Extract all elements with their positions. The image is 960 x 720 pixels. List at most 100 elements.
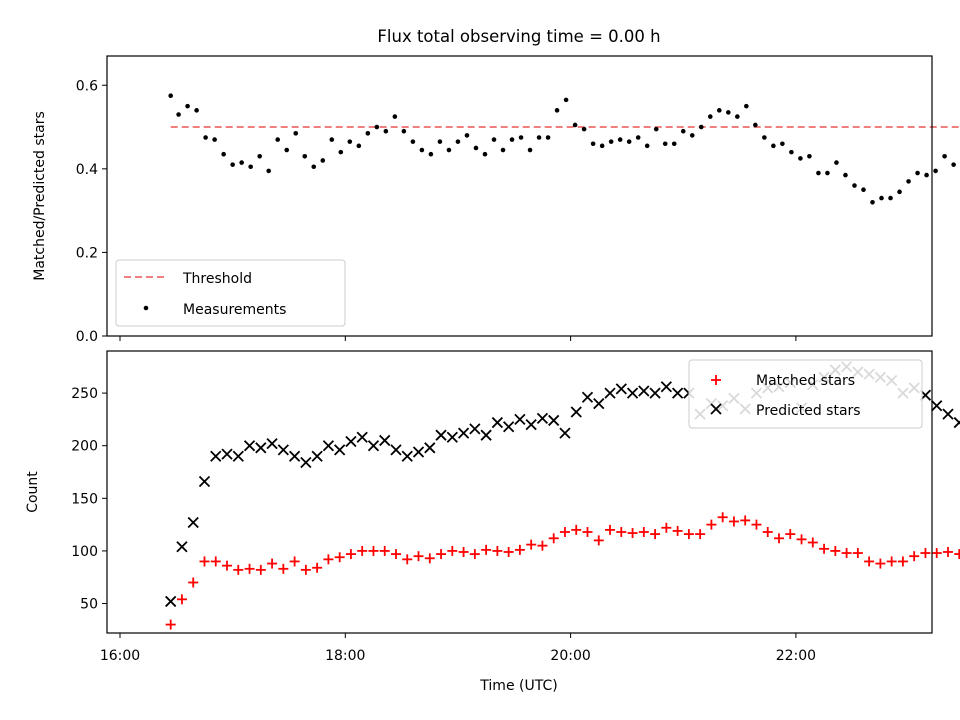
measurement-point xyxy=(491,137,497,142)
measurement-point xyxy=(419,147,425,153)
matched-point xyxy=(695,529,706,540)
measurement-point xyxy=(617,137,623,142)
predicted-point xyxy=(210,450,222,462)
measurement-point xyxy=(168,93,173,99)
measurement-point xyxy=(834,160,839,165)
matched-point xyxy=(751,519,762,530)
measurement-point xyxy=(897,189,902,195)
bottom-legend-box xyxy=(688,359,923,429)
measurement-point xyxy=(428,151,434,157)
measurement-point xyxy=(275,137,281,142)
measurement-point xyxy=(257,153,262,159)
measurement-point xyxy=(590,141,596,147)
matched-point xyxy=(796,534,807,545)
matched-point xyxy=(199,556,210,567)
matched-point xyxy=(436,549,447,560)
top-y-tick-label: 0.0 xyxy=(76,329,98,345)
bottom-y-tick-label: 150 xyxy=(71,491,98,507)
matched-point xyxy=(920,548,931,559)
predicted-legend-swatch xyxy=(710,403,722,415)
predicted-point xyxy=(277,444,289,456)
matched-point xyxy=(819,543,830,554)
matched-point xyxy=(402,554,413,565)
matched-point xyxy=(864,556,875,567)
predicted-point xyxy=(626,387,639,399)
matched-point xyxy=(514,544,525,555)
measurement-point xyxy=(924,172,929,178)
matched-point xyxy=(605,524,616,535)
bottom-y-tick-label: 250 xyxy=(71,386,98,402)
matched-point xyxy=(334,552,345,563)
matched-point xyxy=(447,545,458,556)
predicted-point xyxy=(435,429,447,441)
measurement-point xyxy=(410,139,416,144)
matched-point xyxy=(559,526,570,537)
bottom-legend: Matched stars Predicted stars xyxy=(688,359,923,429)
x-tick-label: 16:00 xyxy=(100,648,140,664)
measurement-point xyxy=(464,133,470,138)
predicted-point xyxy=(559,427,571,439)
matched-point xyxy=(897,556,908,567)
top-legend-box xyxy=(115,259,346,327)
predicted-point xyxy=(593,397,605,410)
matched-point xyxy=(762,526,773,537)
matched-point xyxy=(492,545,503,556)
measurement-point xyxy=(626,139,632,144)
measurement-point xyxy=(302,153,308,159)
measurement-point xyxy=(266,168,271,174)
predicted-point xyxy=(570,406,582,418)
x-tick-label: 18:00 xyxy=(325,648,365,664)
measurement-point xyxy=(320,158,326,163)
x-tick-label: 20:00 xyxy=(550,648,590,664)
matched-point xyxy=(503,546,514,557)
predicted-point xyxy=(525,419,537,431)
measurement-point xyxy=(915,170,920,176)
predicted-point xyxy=(255,442,267,454)
measurement-point xyxy=(509,137,515,142)
predicted-point xyxy=(288,450,301,462)
matched-point xyxy=(942,546,953,557)
matched-point xyxy=(582,526,593,537)
matched-point xyxy=(650,529,661,540)
matched-point xyxy=(255,564,266,575)
matched-point xyxy=(616,526,627,537)
measurement-point xyxy=(455,139,461,144)
top-x-ticks xyxy=(119,336,797,341)
measurement-point xyxy=(203,135,208,140)
predicted-point xyxy=(604,387,616,399)
matched-point xyxy=(774,533,785,544)
predicted-point xyxy=(266,437,278,450)
measurement-point xyxy=(446,147,452,153)
predicted-point xyxy=(322,440,335,452)
predicted-point xyxy=(638,385,650,397)
predicted-point xyxy=(345,435,357,448)
measurement-point xyxy=(545,135,551,140)
predicted-point xyxy=(953,416,960,429)
matched-legend-swatch xyxy=(711,375,721,385)
bottom-y-axis-label: Count xyxy=(25,471,41,513)
measurement-point xyxy=(942,153,947,159)
matched-point xyxy=(210,556,221,567)
matched-point xyxy=(176,594,187,605)
measurement-point xyxy=(599,143,605,149)
bottom-y-ticks: 50 100 150 200 250 xyxy=(71,386,107,613)
matched-point xyxy=(278,563,289,574)
predicted-point xyxy=(198,475,211,488)
matched-point xyxy=(379,545,390,556)
measurements-legend-swatch xyxy=(143,305,149,311)
predicted-point xyxy=(379,434,391,447)
matched-point xyxy=(424,553,435,564)
matched-point xyxy=(672,525,683,536)
matched-point xyxy=(886,556,897,567)
measurement-point xyxy=(356,143,362,149)
measurement-point xyxy=(771,143,776,149)
predicted-point xyxy=(311,450,323,462)
predicted-point xyxy=(536,412,549,424)
measurement-point xyxy=(653,126,659,132)
matched-point xyxy=(571,524,582,535)
matched-point xyxy=(244,563,255,574)
matched-point xyxy=(931,548,942,559)
matched-point xyxy=(627,528,638,539)
matched-point xyxy=(458,546,469,557)
